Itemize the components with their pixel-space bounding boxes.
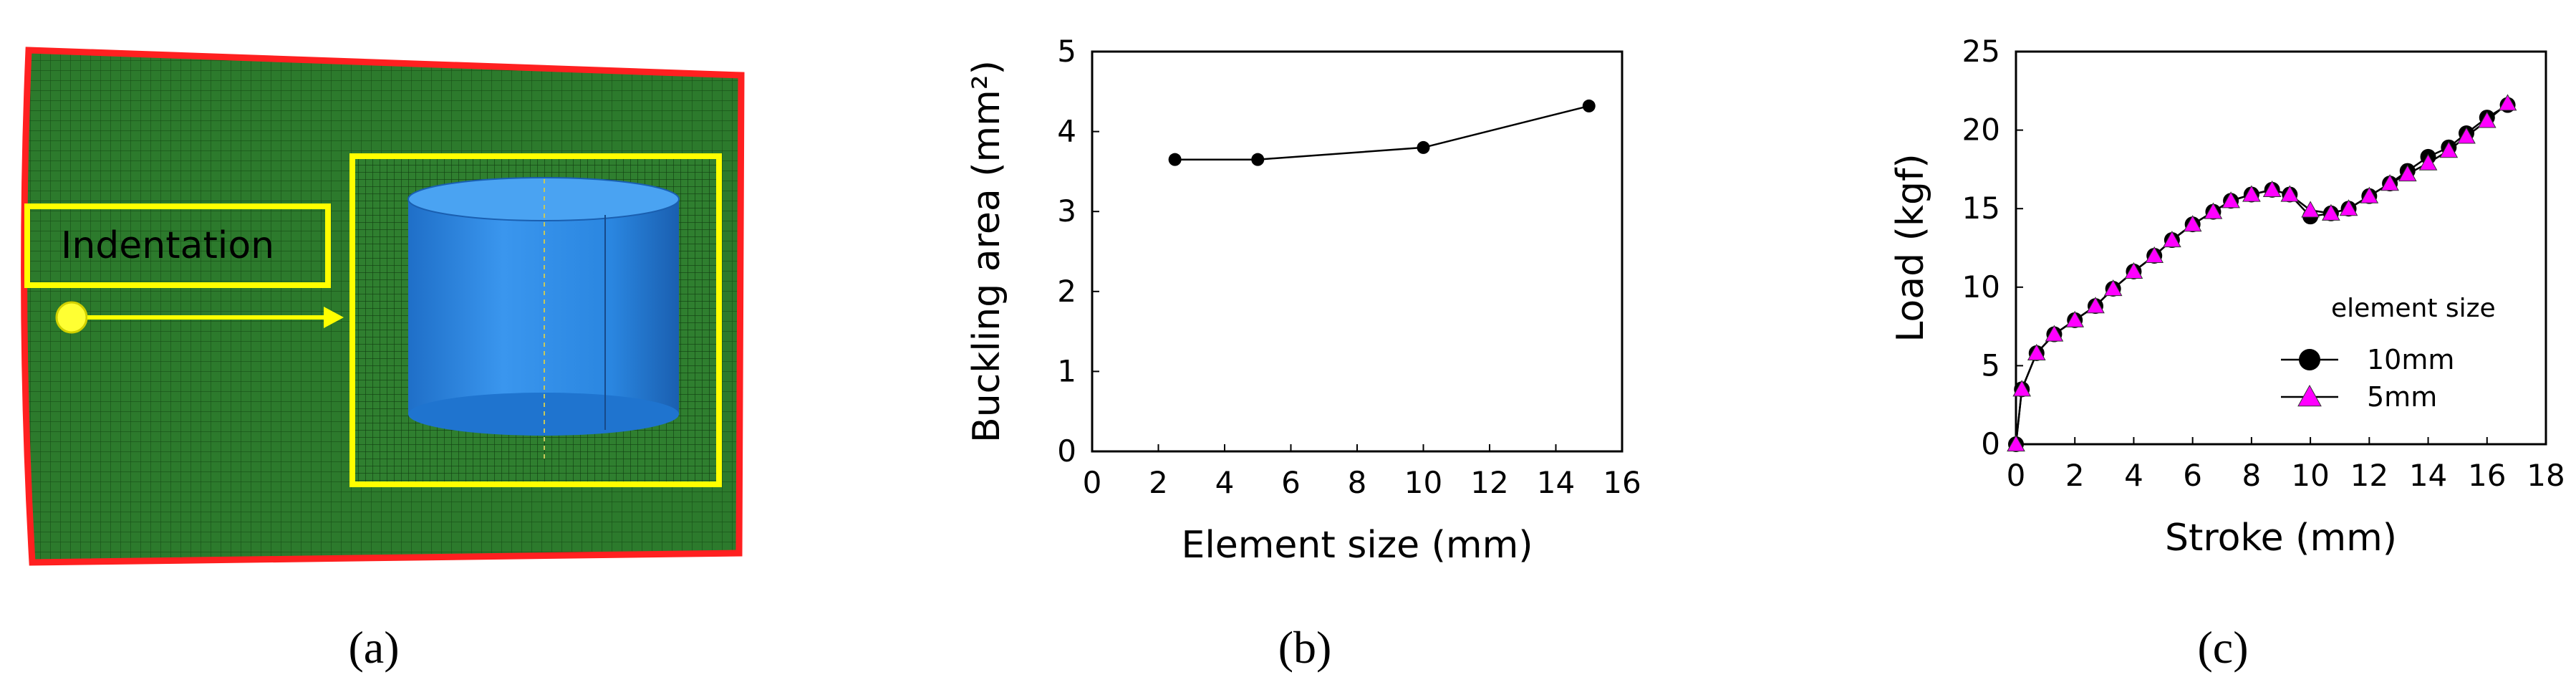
series-line <box>1174 105 1590 160</box>
data-point-circle <box>1582 99 1596 112</box>
x-tick-label: 2 <box>1149 465 1168 500</box>
data-point-triangle <box>2124 262 2143 279</box>
data-point-circle <box>1251 153 1265 166</box>
caption-c: (c) <box>2197 622 2248 673</box>
data-point-triangle <box>2398 164 2417 182</box>
data-point-triangle <box>2301 201 2320 218</box>
y-tick-label: 3 <box>1057 193 1076 229</box>
indentation-label-box <box>24 203 331 288</box>
x-tick-label: 6 <box>1281 465 1301 500</box>
x-tick-label: 10 <box>1404 465 1442 500</box>
data-point-triangle <box>2103 279 2123 297</box>
data-point-triangle <box>2339 199 2358 216</box>
data-point-triangle <box>2163 231 2181 248</box>
x-tick-label: 0 <box>2007 458 2026 493</box>
plot-frame <box>2015 50 2547 446</box>
indenter-start-point <box>55 301 88 334</box>
indentation-label: Indentation <box>61 224 274 267</box>
data-point-triangle <box>2007 434 2025 452</box>
x-axis-label: Element size (mm) <box>1181 524 1533 567</box>
y-tick-label: 25 <box>1962 34 2000 69</box>
y-tick-label: 2 <box>1057 274 1076 309</box>
data-point-triangle <box>2145 246 2164 264</box>
indenter-cylinder <box>407 177 680 459</box>
y-tick-label: 20 <box>1962 112 2000 148</box>
x-tick-label: 10 <box>2291 458 2329 493</box>
data-point-triangle <box>2012 380 2032 397</box>
x-tick-label: 6 <box>2183 458 2202 493</box>
legend-marker-triangle <box>2297 384 2322 407</box>
y-axis-label: Buckling area (mm²) <box>965 60 1008 443</box>
data-point-triangle <box>2418 153 2438 171</box>
x-tick-label: 12 <box>2350 458 2388 493</box>
y-tick-label: 15 <box>1962 191 2000 226</box>
x-tick-label: 16 <box>2468 458 2506 493</box>
x-tick-label: 8 <box>1348 465 1367 500</box>
x-tick-label: 12 <box>1470 465 1508 500</box>
y-tick-label: 1 <box>1057 353 1076 388</box>
y-axis-label: Load (kgf) <box>1889 153 1932 342</box>
data-point-circle <box>1168 153 1182 166</box>
y-tick-label: 0 <box>1057 433 1076 469</box>
data-point-triangle <box>2498 94 2517 111</box>
chart-load-stroke: 0 2 4 6 8 10 12 14 16 18 0 5 10 15 20 25 Stroke (mm) Load… <box>1889 34 2565 673</box>
x-tick-label: 4 <box>1215 465 1235 500</box>
data-point-triangle <box>2027 343 2046 360</box>
data-point-triangle <box>2045 325 2064 342</box>
x-axis-label: Stroke (mm) <box>2165 517 2397 560</box>
data-point-triangle <box>2380 174 2399 191</box>
x-tick-label: 14 <box>2409 458 2447 493</box>
y-tick-label: 10 <box>1962 269 2000 305</box>
indentation-arrow-head <box>324 307 344 328</box>
data-point-triangle <box>2477 111 2497 128</box>
x-tick-label: 18 <box>2527 458 2565 493</box>
data-point-triangle <box>2204 202 2223 219</box>
y-tick-label: 0 <box>1981 426 2000 461</box>
data-point-triangle <box>2457 127 2476 144</box>
y-tick-label: 5 <box>1981 347 2000 383</box>
x-tick-label: 2 <box>2065 458 2085 493</box>
data-point-triangle <box>2322 203 2340 221</box>
panel-a-model-illustration: Indentation (a) <box>21 47 745 673</box>
legend-title: element size <box>2331 294 2496 323</box>
data-point-triangle <box>2086 297 2105 314</box>
plot-frame <box>1091 50 1624 453</box>
data-point-triangle <box>2439 141 2459 158</box>
data-point-triangle <box>2262 180 2282 197</box>
legend-marker-circle <box>2299 349 2320 370</box>
data-point-triangle <box>2222 191 2240 208</box>
y-tick-label: 5 <box>1057 34 1076 69</box>
data-point-circle <box>1417 140 1430 154</box>
x-tick-label: 14 <box>1537 465 1575 500</box>
legend-label: 5mm <box>2367 381 2437 413</box>
x-tick-label: 4 <box>2124 458 2143 493</box>
caption-b: (b) <box>1278 622 1332 673</box>
legend-label: 10mm <box>2367 344 2454 375</box>
y-tick-label: 4 <box>1057 114 1076 149</box>
x-tick-label: 8 <box>2242 458 2262 493</box>
data-point-triangle <box>2065 310 2085 327</box>
data-point-triangle <box>2280 185 2300 202</box>
data-point-triangle <box>2360 186 2379 203</box>
x-tick-label: 16 <box>1603 465 1641 500</box>
data-point-triangle <box>2242 185 2261 202</box>
x-tick-label: 0 <box>1083 465 1102 500</box>
caption-a: (a) <box>348 622 399 673</box>
data-point-triangle <box>2183 215 2202 232</box>
